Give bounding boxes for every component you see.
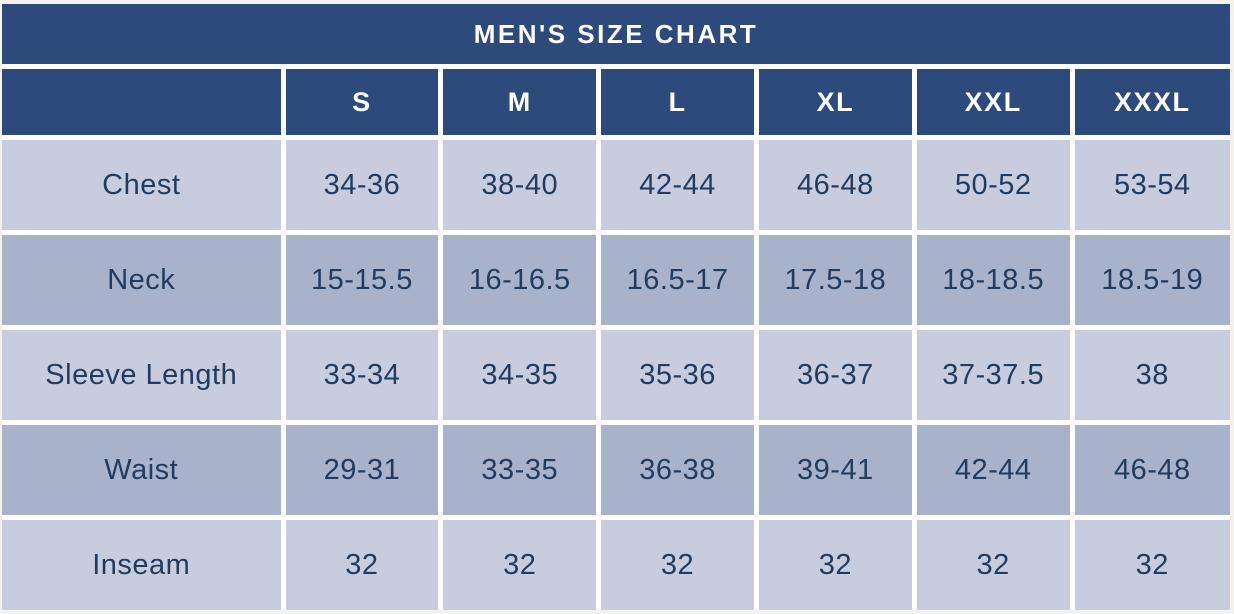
- size-column-header-s: S: [280, 64, 444, 140]
- size-value-cell: 36-37: [753, 325, 917, 425]
- size-value-cell: 50-52: [911, 135, 1075, 235]
- size-value-cell: 46-48: [753, 135, 917, 235]
- table-row-inseam: Inseam 32 32 32 32 32 32: [0, 515, 1233, 613]
- size-value-cell: 39-41: [753, 420, 917, 520]
- table-row-sleeve-length: Sleeve Length 33-34 34-35 35-36 36-37 37…: [0, 325, 1233, 425]
- size-value-cell: 32: [596, 515, 759, 613]
- size-value-cell: 18.5-19: [1069, 230, 1233, 330]
- size-column-header-xxl: XXL: [911, 64, 1075, 140]
- table-row-chest: Chest 34-36 38-40 42-44 46-48 50-52 53-5…: [0, 135, 1233, 235]
- size-column-header-xl: XL: [753, 64, 917, 140]
- size-value-cell: 34-35: [438, 325, 602, 425]
- size-value-cell: 32: [1069, 515, 1233, 613]
- size-value-cell: 42-44: [911, 420, 1075, 520]
- size-column-header-m: M: [438, 64, 602, 140]
- size-value-cell: 38: [1069, 325, 1233, 425]
- corner-empty-cell: [0, 64, 286, 140]
- measurement-label-cell: Inseam: [0, 515, 286, 613]
- table-title-row: MEN'S SIZE CHART: [0, 1, 1233, 69]
- size-value-cell: 17.5-18: [753, 230, 917, 330]
- size-value-cell: 37-37.5: [911, 325, 1075, 425]
- size-value-cell: 46-48: [1069, 420, 1233, 520]
- table-row-neck: Neck 15-15.5 16-16.5 16.5-17 17.5-18 18-…: [0, 230, 1233, 330]
- size-value-cell: 36-38: [596, 420, 759, 520]
- size-value-cell: 32: [280, 515, 444, 613]
- size-header-row: S M L XL XXL XXXL: [0, 64, 1233, 140]
- size-value-cell: 33-35: [438, 420, 602, 520]
- size-value-cell: 32: [911, 515, 1075, 613]
- size-value-cell: 15-15.5: [280, 230, 444, 330]
- size-value-cell: 16-16.5: [438, 230, 602, 330]
- size-column-header-l: L: [596, 64, 759, 140]
- table-row-waist: Waist 29-31 33-35 36-38 39-41 42-44 46-4…: [0, 420, 1233, 520]
- size-value-cell: 29-31: [280, 420, 444, 520]
- size-value-cell: 33-34: [280, 325, 444, 425]
- size-value-cell: 38-40: [438, 135, 602, 235]
- measurement-label-cell: Waist: [0, 420, 286, 520]
- size-column-header-xxxl: XXXL: [1069, 64, 1233, 140]
- size-value-cell: 16.5-17: [596, 230, 759, 330]
- size-value-cell: 42-44: [596, 135, 759, 235]
- measurement-label-cell: Neck: [0, 230, 286, 330]
- size-value-cell: 34-36: [280, 135, 444, 235]
- measurement-label-cell: Sleeve Length: [0, 325, 286, 425]
- measurement-label-cell: Chest: [0, 135, 286, 235]
- size-value-cell: 32: [753, 515, 917, 613]
- size-value-cell: 32: [438, 515, 602, 613]
- table-title: MEN'S SIZE CHART: [0, 1, 1233, 69]
- size-value-cell: 53-54: [1069, 135, 1233, 235]
- size-value-cell: 18-18.5: [911, 230, 1075, 330]
- size-value-cell: 35-36: [596, 325, 759, 425]
